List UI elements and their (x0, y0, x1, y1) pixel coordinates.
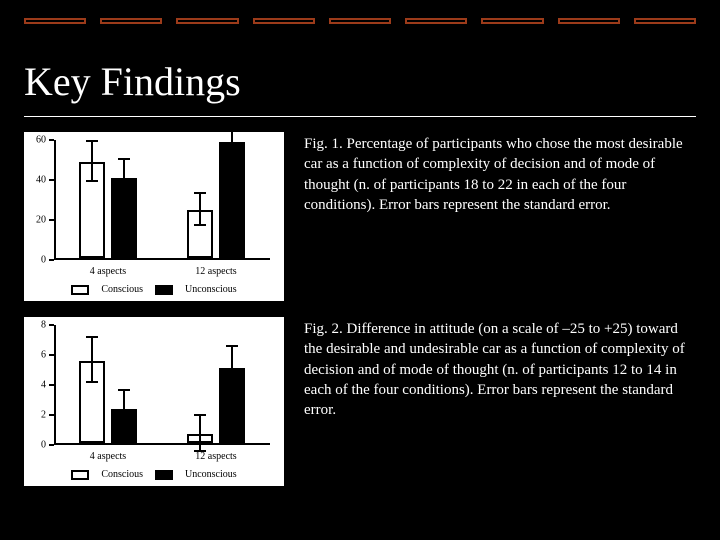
ytick-label: 40 (36, 175, 46, 186)
fig2-legend: Conscious Unconscious (32, 469, 276, 480)
page-title: Key Findings (24, 58, 241, 105)
legend-swatch-conscious (71, 470, 89, 480)
legend-swatch-unconscious (155, 470, 173, 480)
bar (219, 142, 245, 258)
legend-label-conscious: Conscious (101, 284, 143, 295)
ytick-label: 0 (41, 440, 46, 451)
fig1-legend: Conscious Unconscious (32, 284, 276, 295)
fig2-chart: 0 2 4 6 8 4 aspects 12 aspects Conscious Uncon… (24, 317, 284, 486)
x-category-label: 12 aspects (181, 451, 251, 462)
bar (111, 409, 137, 444)
bar (187, 210, 213, 258)
ytick-label: 4 (41, 380, 46, 391)
ytick-label: 20 (36, 215, 46, 226)
x-category-label: 4 aspects (73, 451, 143, 462)
bar (111, 178, 137, 258)
x-category-label: 4 aspects (73, 266, 143, 277)
fig1-chart: 0 20 40 60 4 aspects 12 aspects Conscious Unc… (24, 132, 284, 301)
legend-swatch-unconscious (155, 285, 173, 295)
bar (187, 434, 213, 443)
legend-label-conscious: Conscious (101, 469, 143, 480)
fig1-row: 0 20 40 60 4 aspects 12 aspects Conscious Unc… (24, 132, 696, 301)
x-category-label: 12 aspects (181, 266, 251, 277)
ytick-label: 6 (41, 350, 46, 361)
bar (79, 361, 105, 444)
legend-swatch-conscious (71, 285, 89, 295)
fig2-row: 0 2 4 6 8 4 aspects 12 aspects Conscious Uncon… (24, 317, 696, 486)
bar (219, 368, 245, 443)
ytick-label: 8 (41, 320, 46, 331)
fig1-caption: Fig. 1. Percentage of participants who c… (304, 132, 696, 215)
content-area: 02040604 aspects12 aspects Conscious Unc… (24, 132, 696, 528)
legend-label-unconscious: Unconscious (185, 284, 237, 295)
ytick-label: 60 (36, 135, 46, 146)
title-underline (24, 116, 696, 117)
fig2-caption: Fig. 2. Difference in attitude (on a sca… (304, 317, 696, 420)
decorative-top-rule (24, 18, 696, 24)
ytick-label: 2 (41, 410, 46, 421)
bar (79, 162, 105, 258)
ytick-label: 0 (41, 255, 46, 266)
legend-label-unconscious: Unconscious (185, 469, 237, 480)
